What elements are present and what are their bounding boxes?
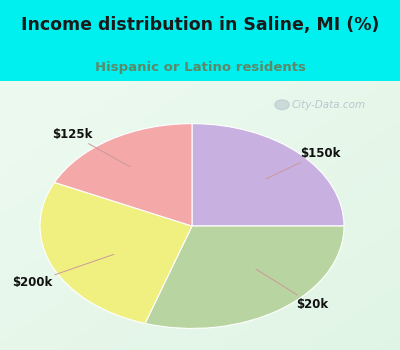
Wedge shape xyxy=(145,226,344,328)
Text: $200k: $200k xyxy=(12,254,114,289)
Text: Income distribution in Saline, MI (%): Income distribution in Saline, MI (%) xyxy=(21,16,379,34)
Text: $20k: $20k xyxy=(256,269,328,311)
Circle shape xyxy=(275,100,289,110)
Wedge shape xyxy=(192,124,344,226)
Text: Hispanic or Latino residents: Hispanic or Latino residents xyxy=(94,61,306,74)
Wedge shape xyxy=(40,182,192,323)
Text: City-Data.com: City-Data.com xyxy=(292,100,366,110)
Wedge shape xyxy=(54,124,192,226)
Text: $125k: $125k xyxy=(52,128,130,167)
Text: $150k: $150k xyxy=(266,147,340,179)
